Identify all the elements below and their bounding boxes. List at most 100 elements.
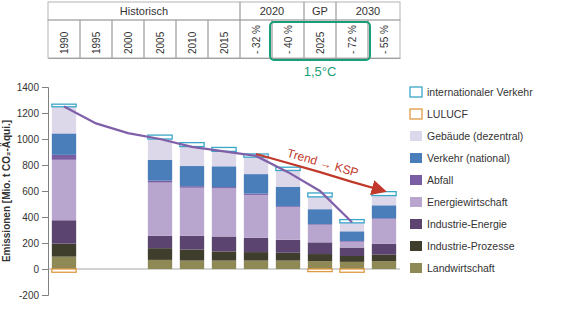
chart: Historisch2020GP203019901995200020052010… xyxy=(0,0,570,312)
legend-item: Landwirtschaft xyxy=(410,262,495,274)
bar xyxy=(244,238,268,252)
y-tick-mark xyxy=(42,87,48,88)
header-cell xyxy=(368,20,400,58)
y-tick-label: 200 xyxy=(22,238,39,249)
legend-swatch xyxy=(410,87,422,97)
bar xyxy=(148,160,172,181)
bar xyxy=(180,236,204,250)
y-tick-mark xyxy=(42,269,48,270)
legend: internationaler VerkehrLULUCFGebäude (de… xyxy=(410,86,533,274)
bar xyxy=(308,193,332,197)
bar xyxy=(180,188,204,236)
legend-label: Energiewirtschaft xyxy=(427,196,508,208)
header-cell xyxy=(144,20,176,58)
bar xyxy=(244,261,268,269)
legend-swatch xyxy=(410,263,422,273)
bar xyxy=(180,186,204,188)
y-tick-mark xyxy=(42,217,48,218)
x-tick-label: - 32 % xyxy=(251,25,262,54)
y-tick-label: 1400 xyxy=(17,82,40,93)
bar xyxy=(52,257,76,269)
bar-series xyxy=(52,133,396,241)
bar xyxy=(308,261,332,269)
legend-label: Gebäude (dezentral) xyxy=(427,130,523,142)
bar xyxy=(308,225,332,243)
legend-swatch xyxy=(410,241,422,251)
bar xyxy=(212,251,236,260)
x-axis: 199019952000200520102015- 32 %- 40 %2025… xyxy=(49,25,401,59)
bar xyxy=(372,196,396,206)
y-tick: 1000 xyxy=(17,134,48,145)
bar xyxy=(212,188,236,236)
bar xyxy=(308,209,332,224)
x-tick: - 55 % xyxy=(379,25,390,58)
header-table: Historisch2020GP2030 xyxy=(48,2,400,58)
header-cell xyxy=(240,2,304,20)
bar xyxy=(148,183,172,236)
bar xyxy=(276,253,300,261)
y-tick: 0 xyxy=(33,264,48,275)
bar xyxy=(308,242,332,254)
bar xyxy=(244,195,268,238)
y-tick-label: -200 xyxy=(19,290,39,301)
header-group-label: 2030 xyxy=(356,5,380,17)
header-cell xyxy=(176,20,208,58)
y-tick: 600 xyxy=(22,186,48,197)
bar xyxy=(148,260,172,269)
legend-swatch xyxy=(410,131,422,141)
bar xyxy=(372,255,396,262)
bar xyxy=(372,261,396,269)
plot-marks xyxy=(52,104,396,272)
bar xyxy=(212,237,236,252)
header-cell xyxy=(80,20,112,58)
y-axis: -200 0 200 400 600 800 1000 1200 1400 xyxy=(17,82,49,301)
y-tick: -200 xyxy=(19,290,48,301)
x-tick: - 72 % xyxy=(347,25,358,58)
legend-label: Industrie-Energie xyxy=(427,218,507,230)
y-tick-label: 0 xyxy=(33,264,39,275)
bar xyxy=(372,244,396,255)
legend-swatch xyxy=(410,175,422,185)
bar xyxy=(276,207,300,240)
bar xyxy=(180,261,204,269)
y-tick-label: 400 xyxy=(22,212,39,223)
legend-label: Verkehr (national) xyxy=(427,152,510,164)
header-cell xyxy=(336,2,400,20)
bar xyxy=(180,166,204,186)
bar xyxy=(244,194,268,195)
bar xyxy=(52,220,76,243)
y-tick: 1200 xyxy=(17,108,48,119)
bar xyxy=(308,254,332,261)
legend-label: Landwirtschaft xyxy=(427,262,495,274)
bar xyxy=(340,223,364,231)
header-cell xyxy=(240,20,272,58)
y-tick-mark xyxy=(42,191,48,192)
y-tick-label: 800 xyxy=(22,160,39,171)
bar xyxy=(52,244,76,257)
x-tick-label: 2015 xyxy=(219,31,230,54)
bar xyxy=(276,261,300,269)
y-axis-title: Emissionen [Mio. t CO₂-Äqui.] xyxy=(0,120,12,262)
bar xyxy=(276,187,300,207)
legend-swatch xyxy=(410,153,422,163)
bar xyxy=(276,240,300,253)
bar xyxy=(372,219,396,244)
y-tick-mark xyxy=(42,165,48,166)
y-tick: 1400 xyxy=(17,82,48,93)
y-tick-mark xyxy=(42,113,48,114)
annotation-label: 1,5°C xyxy=(304,64,337,79)
header-cell xyxy=(208,20,240,58)
legend-item: Abfall xyxy=(410,174,453,186)
legend-swatch xyxy=(410,219,422,229)
header-cell xyxy=(304,20,336,58)
x-tick: 2010 xyxy=(187,31,198,58)
x-tick-label: 2025 xyxy=(315,31,326,54)
bar xyxy=(212,261,236,269)
bar xyxy=(340,262,364,269)
bar xyxy=(180,147,204,167)
y-tick-label: 600 xyxy=(22,186,39,197)
bar xyxy=(148,248,172,260)
y-tick-label: 1200 xyxy=(17,108,40,119)
bar xyxy=(244,252,268,260)
legend-item: Industrie-Prozesse xyxy=(410,240,515,252)
